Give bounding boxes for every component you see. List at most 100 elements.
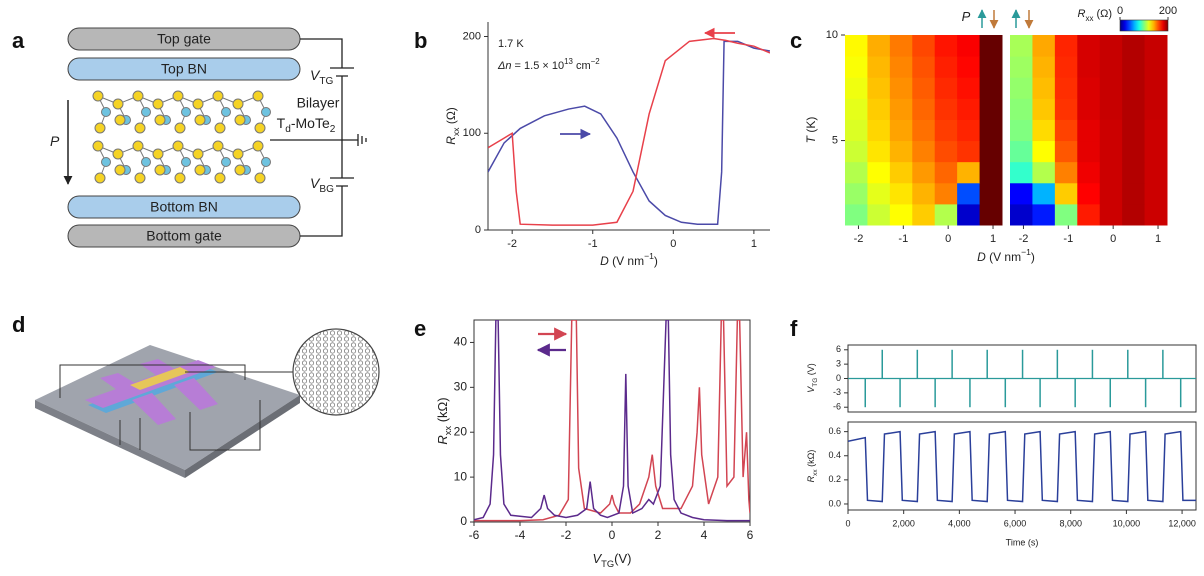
- text-part: D: [977, 250, 986, 264]
- x-tick-label: 1: [990, 233, 996, 245]
- atom: [172, 90, 184, 102]
- heat-cell: [1144, 77, 1168, 99]
- heat-cell: [1010, 98, 1033, 120]
- heat-cell: [979, 98, 1003, 120]
- data-line: [848, 430, 1196, 503]
- heat-cell: [1077, 56, 1101, 78]
- atom: [101, 107, 111, 117]
- heat-cell: [1032, 182, 1056, 205]
- text-part: Δn: [497, 60, 512, 72]
- text-part: TG: [601, 559, 614, 569]
- y-tick-label: 0.0: [828, 498, 841, 508]
- device-stack-diagram: Top gate Top BN Bottom BN Bottom gate Bi…: [50, 27, 367, 248]
- wire: [59, 364, 261, 451]
- atom: [141, 107, 151, 117]
- y-tick-label: 6: [836, 344, 841, 354]
- heat-cell: [979, 35, 1003, 57]
- heat-cell: [1010, 182, 1033, 205]
- heat-cell: [845, 140, 868, 163]
- atom: [134, 172, 146, 184]
- heat-cell: [934, 161, 958, 184]
- heat-cell: [1144, 203, 1168, 226]
- text-part: P: [50, 133, 60, 149]
- text-part: D: [600, 254, 609, 268]
- text-part: R: [1078, 8, 1086, 20]
- atom: [132, 90, 144, 102]
- heat-cell: [1077, 77, 1101, 99]
- heat-cell: [1054, 119, 1078, 142]
- atom: [261, 107, 271, 117]
- substrate-top: [35, 345, 300, 470]
- heat-cell: [1032, 140, 1056, 163]
- x-axis-label: D (V nm−1): [600, 251, 658, 268]
- heat-cell: [1099, 140, 1123, 163]
- atom: [234, 164, 246, 176]
- heat-cell: [1122, 56, 1146, 78]
- heat-cell: [1054, 203, 1078, 226]
- heat-cell: [889, 182, 913, 205]
- heat-cell: [1099, 161, 1123, 184]
- text-part: −1: [1021, 247, 1031, 257]
- substrate-side: [35, 400, 185, 478]
- y-tick-label: 30: [454, 380, 468, 394]
- atom: [141, 157, 151, 167]
- heat-cell: [867, 119, 891, 142]
- material-label: Td-MoTe2: [277, 115, 336, 135]
- heat-cell: [934, 56, 958, 78]
- material-label: Bilayer: [297, 95, 340, 111]
- heat-cell: [1144, 98, 1168, 120]
- heat-cell: [1010, 119, 1033, 142]
- heat-cell: [934, 98, 958, 120]
- heat-cell: [889, 119, 913, 142]
- panel-label: b: [414, 28, 427, 53]
- heat-cell: [867, 203, 891, 226]
- heat-cell: [1077, 161, 1101, 184]
- heat-cell: [1144, 56, 1168, 78]
- text-part: xx: [451, 127, 461, 136]
- atom: [254, 172, 266, 184]
- text-part: d: [285, 124, 291, 135]
- hall-bar-diagram: [35, 328, 380, 478]
- heat-cell: [889, 77, 913, 99]
- layer: [67, 57, 301, 81]
- heat-cell: [979, 56, 1003, 78]
- heat-cell: [1010, 203, 1033, 226]
- x-tick-label: 12,000: [1168, 518, 1196, 528]
- atom: [252, 140, 264, 152]
- heat-cell: [957, 98, 981, 120]
- heat-cell: [912, 203, 936, 226]
- hall-arm: [100, 373, 140, 392]
- circuit-wire: [300, 38, 354, 237]
- y-tick-label: 0: [475, 224, 481, 236]
- y-tick-label: 10: [826, 29, 838, 41]
- plot-frame: [847, 421, 1197, 511]
- atom: [101, 157, 111, 167]
- voltage-label: VBG: [310, 175, 334, 195]
- atom: [92, 140, 104, 152]
- heat-cell: [1032, 77, 1056, 99]
- text-part: xx: [443, 426, 453, 436]
- text-part: V: [310, 175, 321, 191]
- atom: [94, 172, 106, 184]
- panel-label: a: [12, 28, 25, 53]
- heat-cell: [867, 161, 891, 184]
- y-tick-label: 40: [454, 335, 468, 349]
- x-axis-label: VTG(V): [593, 551, 632, 569]
- text-part: (Ω): [444, 107, 458, 127]
- atom: [254, 122, 266, 134]
- atom: [194, 164, 206, 176]
- heat-cell: [867, 56, 891, 78]
- text-part: (Ω): [1093, 8, 1112, 20]
- x-tick-label: -2: [854, 233, 864, 245]
- heat-cell: [845, 161, 868, 184]
- heat-cell: [1099, 77, 1123, 99]
- text-part: (kΩ): [435, 397, 450, 426]
- heat-cell: [957, 56, 981, 78]
- heat-cell: [1010, 140, 1033, 163]
- heat-cell: [1032, 35, 1056, 57]
- heat-cell: [1099, 35, 1123, 57]
- atom: [174, 172, 186, 184]
- heat-cell: [867, 98, 891, 120]
- heat-cell: [1099, 203, 1123, 226]
- colorbar-label: Rxx (Ω): [1078, 8, 1112, 23]
